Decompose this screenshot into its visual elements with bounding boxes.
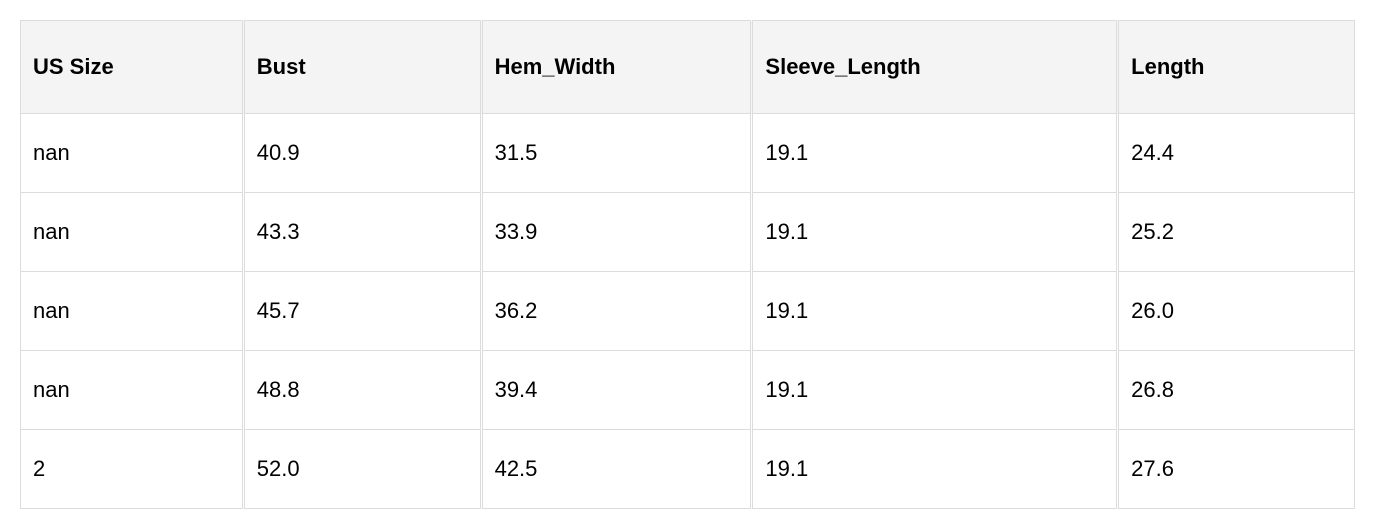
table-row: nan 48.8 39.4 19.1 26.8 bbox=[20, 350, 1355, 430]
column-header: US Size bbox=[20, 20, 244, 114]
table-cell: 48.8 bbox=[241, 350, 482, 430]
table-cell: nan bbox=[20, 192, 244, 272]
table-cell: 36.2 bbox=[479, 271, 753, 351]
table-cell: 45.7 bbox=[241, 271, 482, 351]
table-cell: 33.9 bbox=[479, 192, 753, 272]
table-cell: 25.2 bbox=[1116, 192, 1355, 272]
table-row: nan 43.3 33.9 19.1 25.2 bbox=[20, 192, 1355, 272]
table-cell: 19.1 bbox=[750, 271, 1119, 351]
table-cell: 31.5 bbox=[479, 113, 753, 193]
table-cell: 42.5 bbox=[479, 429, 753, 509]
table-cell: 19.1 bbox=[750, 429, 1119, 509]
table-cell: nan bbox=[20, 350, 244, 430]
table-cell: 24.4 bbox=[1116, 113, 1355, 193]
table-cell: 19.1 bbox=[750, 113, 1119, 193]
table-row: 2 52.0 42.5 19.1 27.6 bbox=[20, 429, 1355, 509]
table-cell: 43.3 bbox=[241, 192, 482, 272]
table-row: nan 45.7 36.2 19.1 26.0 bbox=[20, 271, 1355, 351]
table-cell: 2 bbox=[20, 429, 244, 509]
table-row: nan 40.9 31.5 19.1 24.4 bbox=[20, 113, 1355, 193]
table-cell: 26.0 bbox=[1116, 271, 1355, 351]
table-cell: 26.8 bbox=[1116, 350, 1355, 430]
header-row: US Size Bust Hem_Width Sleeve_Length Length bbox=[20, 20, 1355, 114]
table-cell: 52.0 bbox=[241, 429, 482, 509]
column-header: Sleeve_Length bbox=[750, 20, 1119, 114]
column-header: Bust bbox=[241, 20, 482, 114]
table-cell: 19.1 bbox=[750, 350, 1119, 430]
table-cell: 19.1 bbox=[750, 192, 1119, 272]
table-cell: nan bbox=[20, 271, 244, 351]
column-header: Length bbox=[1116, 20, 1355, 114]
table-cell: 39.4 bbox=[479, 350, 753, 430]
table-cell: nan bbox=[20, 113, 244, 193]
column-header: Hem_Width bbox=[479, 20, 753, 114]
table-cell: 40.9 bbox=[241, 113, 482, 193]
table-cell: 27.6 bbox=[1116, 429, 1355, 509]
size-table: US Size Bust Hem_Width Sleeve_Length Length … bbox=[20, 20, 1355, 509]
